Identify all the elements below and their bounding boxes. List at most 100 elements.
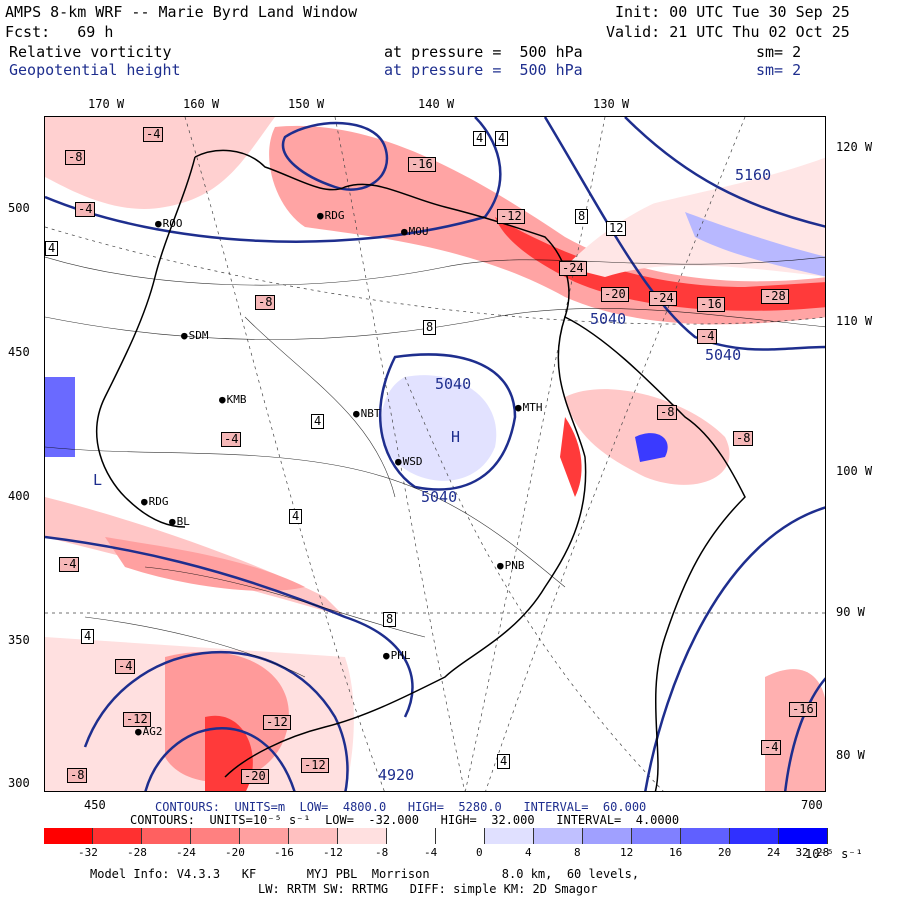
vorticity-label: 8 (423, 320, 437, 335)
vorticity-label: 4 (45, 241, 59, 256)
colorbar-segment (632, 828, 681, 844)
vorticity-label: -20 (601, 287, 629, 302)
field1-name: Relative vorticity (9, 43, 172, 61)
right-lon-label: 110 W (836, 314, 873, 328)
vorticity-label: -24 (559, 261, 587, 276)
field2-level: at pressure = 500 hPa (384, 61, 583, 79)
map-graphic (45, 117, 825, 791)
top-lon-label: 140 W (418, 97, 455, 111)
field2-smoothing: sm= 2 (756, 61, 802, 79)
left-tick-label: 350 (8, 633, 30, 647)
colorbar-tick-label: -20 (225, 846, 245, 859)
vorticity-label: -4 (115, 659, 136, 674)
vorticity-label: -16 (408, 157, 436, 172)
plot-title: AMPS 8-km WRF -- Marie Byrd Land Window (5, 3, 358, 21)
vorticity-label: -12 (497, 209, 525, 224)
height-label: 5040 (435, 375, 472, 393)
height-label: 5040 (590, 310, 627, 328)
vorticity-label: -4 (75, 202, 96, 217)
map-panel: -4 -8 4 4 -4 4 8 -16 -12 12 -24 -20 -24 … (44, 116, 826, 792)
colorbar-unit: 10⁻⁵ s⁻¹ (805, 847, 863, 861)
colorbar-tick-label: -16 (274, 846, 294, 859)
vorticity-contour-info: CONTOURS: UNITS=10⁻⁵ s⁻¹ LOW= -32.000 HI… (130, 813, 680, 827)
vorticity-label: 4 (289, 509, 303, 524)
colorbar-segment (779, 828, 828, 844)
field2-name: Geopotential height (9, 61, 181, 79)
station-rdg: RDG (317, 209, 345, 222)
station-phl: PHL (383, 649, 411, 662)
vorticity-label: -4 (221, 432, 242, 447)
vorticity-label: -4 (59, 557, 80, 572)
left-tick-label: 400 (8, 489, 30, 503)
valid-time: Valid: 21 UTC Thu 02 Oct 25 (606, 23, 850, 41)
high-marker: H (451, 428, 461, 446)
vorticity-label: -4 (761, 740, 782, 755)
vorticity-label: 4 (495, 131, 509, 146)
station-pnb: PNB (497, 559, 525, 572)
colorbar-tick-label: 20 (718, 846, 732, 859)
colorbar-tick-label: -32 (78, 846, 98, 859)
vorticity-label: -8 (65, 150, 86, 165)
colorbar-tick-label: 12 (620, 846, 634, 859)
vorticity-label: -20 (241, 769, 269, 784)
vorticity-label: -28 (761, 289, 789, 304)
vorticity-label: 4 (311, 414, 325, 429)
vorticity-label: -8 (67, 768, 88, 783)
station-nbt: NBT (353, 407, 381, 420)
vorticity-label: -16 (789, 702, 817, 717)
colorbar-segment (289, 828, 338, 844)
colorbar-segment (583, 828, 632, 844)
colorbar-tick-label: 0 (476, 846, 483, 859)
vorticity-label: 4 (81, 629, 95, 644)
colorbar-tick-label: -12 (323, 846, 343, 859)
station-mth: MTH (515, 401, 543, 414)
colorbar-segment (534, 828, 583, 844)
vorticity-label: 12 (606, 221, 627, 236)
station-roo: ROO (155, 217, 183, 230)
height-contour-info: CONTOURS: UNITS=m LOW= 4800.0 HIGH= 5280… (155, 800, 647, 814)
colorbar-tick-label: -8 (375, 846, 389, 859)
station-wsd: WSD (395, 455, 423, 468)
vorticity-label: -8 (657, 405, 678, 420)
init-time: Init: 00 UTC Tue 30 Sep 25 (615, 3, 850, 21)
vorticity-label: 4 (473, 131, 487, 146)
left-tick-label: 300 (8, 776, 30, 790)
vorticity-label: -8 (733, 431, 754, 446)
physics-info: LW: RRTM SW: RRTMG DIFF: simple KM: 2D S… (258, 882, 598, 896)
right-lon-label: 100 W (836, 464, 873, 478)
colorbar-tick-label: 24 (767, 846, 781, 859)
vorticity-label: -8 (255, 295, 276, 310)
colorbar-tick-label: 32 (795, 846, 809, 859)
vorticity-label: -12 (263, 715, 291, 730)
field1-smoothing: sm= 2 (756, 43, 802, 61)
colorbar-tick-label: 8 (574, 846, 581, 859)
top-lon-label: 130 W (593, 97, 630, 111)
height-label: 4920 (378, 766, 415, 784)
colorbar-tick-label: -24 (176, 846, 196, 859)
station-mou: MOU (401, 225, 429, 238)
colorbar-segment (436, 828, 485, 844)
colorbar-tick-label: -28 (127, 846, 147, 859)
colorbar-segment (485, 828, 534, 844)
colorbar-segment (338, 828, 387, 844)
right-lon-label: 120 W (836, 140, 873, 154)
bottom-tick-label: 700 (801, 798, 823, 812)
low-marker: L (93, 471, 103, 489)
field1-level: at pressure = 500 hPa (384, 43, 583, 61)
colorbar-segment (44, 828, 93, 844)
station-kmb: KMB (219, 393, 247, 406)
vorticity-label: -4 (143, 127, 164, 142)
vorticity-label: -16 (697, 297, 725, 312)
model-info: Model Info: V4.3.3 KF MYJ PBL Morrison 8… (90, 867, 640, 881)
colorbar (44, 828, 828, 844)
colorbar-segment (142, 828, 191, 844)
right-lon-label: 90 W (836, 605, 865, 619)
colorbar-segment (93, 828, 142, 844)
left-tick-label: 450 (8, 345, 30, 359)
colorbar-tick-label: 28 (816, 846, 830, 859)
top-lon-label: 160 W (183, 97, 220, 111)
colorbar-tick-label: -4 (424, 846, 438, 859)
colorbar-segment (240, 828, 289, 844)
vorticity-label: 8 (575, 209, 589, 224)
vorticity-label: -24 (649, 291, 677, 306)
